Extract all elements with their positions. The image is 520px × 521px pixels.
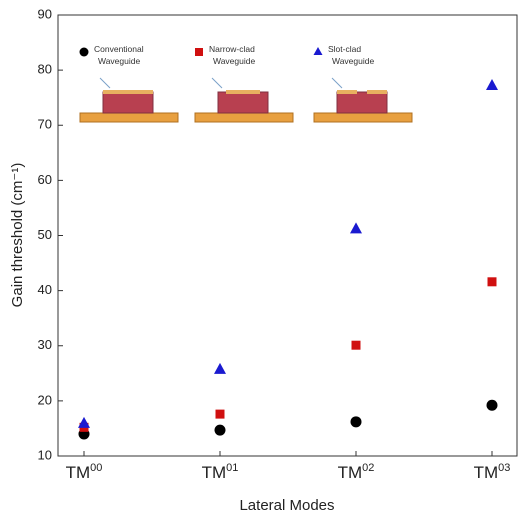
y-tick-label: 70 <box>38 117 52 132</box>
waveguide-icons <box>79 77 413 123</box>
icon-slot <box>313 77 413 123</box>
icon-conventional <box>79 77 179 123</box>
x-tick-label: TM01 <box>202 462 239 482</box>
icon-narrow <box>194 77 294 123</box>
x-tick-label: TM02 <box>338 462 375 482</box>
point <box>486 79 498 91</box>
point <box>486 399 498 411</box>
point <box>351 340 361 350</box>
point <box>487 277 497 287</box>
y-tick-label: 20 <box>38 392 52 407</box>
y-tick-label: 90 <box>38 6 52 21</box>
legend-label: Narrow-clad Waveguide <box>209 44 257 66</box>
point <box>78 416 90 428</box>
y-tick-label: 80 <box>38 62 52 77</box>
x-tick-label: TM03 <box>474 462 511 482</box>
point <box>350 222 362 234</box>
plot-frame <box>57 14 518 457</box>
legend-marker <box>313 47 323 55</box>
y-axis-label: Gain threshold (cm⁻¹) <box>9 163 26 308</box>
y-tick-label: 30 <box>38 337 52 352</box>
legend-marker <box>195 48 203 56</box>
legend-label: Conventional Waveguide <box>94 44 146 66</box>
point <box>214 362 226 374</box>
point <box>215 409 225 419</box>
y-tick-label: 40 <box>38 282 52 297</box>
y-tick-label: 10 <box>38 447 52 462</box>
legend-marker <box>79 47 89 57</box>
legend-label: Slot-clad Waveguide <box>328 44 374 66</box>
x-axis-label: Lateral Modes <box>239 497 334 514</box>
point <box>214 424 226 436</box>
y-tick-label: 60 <box>38 172 52 187</box>
x-tick-label: TM00 <box>66 462 103 482</box>
point <box>350 416 362 428</box>
y-tick-label: 50 <box>38 227 52 242</box>
